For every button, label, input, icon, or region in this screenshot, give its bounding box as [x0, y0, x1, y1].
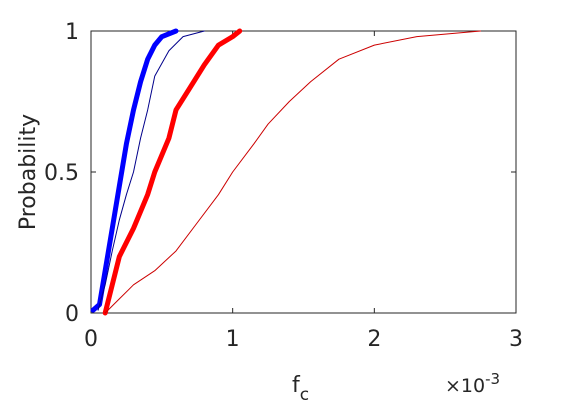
- y-tick-label: 1: [65, 20, 79, 45]
- cdf-line: [90, 28, 179, 313]
- x-multiplier: ×10-3: [445, 370, 500, 397]
- x-multiplier-base: ×10: [445, 375, 485, 397]
- y-tick-label: 0: [65, 302, 79, 327]
- x-multiplier-exp: -3: [485, 370, 500, 388]
- x-tick-label: 2: [367, 327, 381, 352]
- x-tick-label: 1: [226, 327, 240, 352]
- cdf-line: [97, 30, 205, 311]
- y-tick-label: 0.5: [44, 161, 79, 186]
- x-axis-label: fc: [292, 373, 309, 405]
- y-axis-label: Probability: [16, 114, 41, 230]
- x-tick-label: 3: [509, 327, 523, 352]
- x-label-sub: c: [300, 385, 309, 405]
- x-label-main: f: [292, 373, 301, 398]
- cdf-line: [102, 28, 243, 316]
- plot-box: [90, 30, 517, 314]
- cdf-line: [104, 30, 482, 314]
- x-tick-label: 0: [84, 327, 98, 352]
